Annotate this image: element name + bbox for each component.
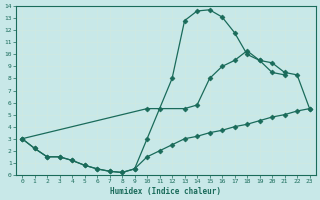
X-axis label: Humidex (Indice chaleur): Humidex (Indice chaleur) xyxy=(110,187,221,196)
